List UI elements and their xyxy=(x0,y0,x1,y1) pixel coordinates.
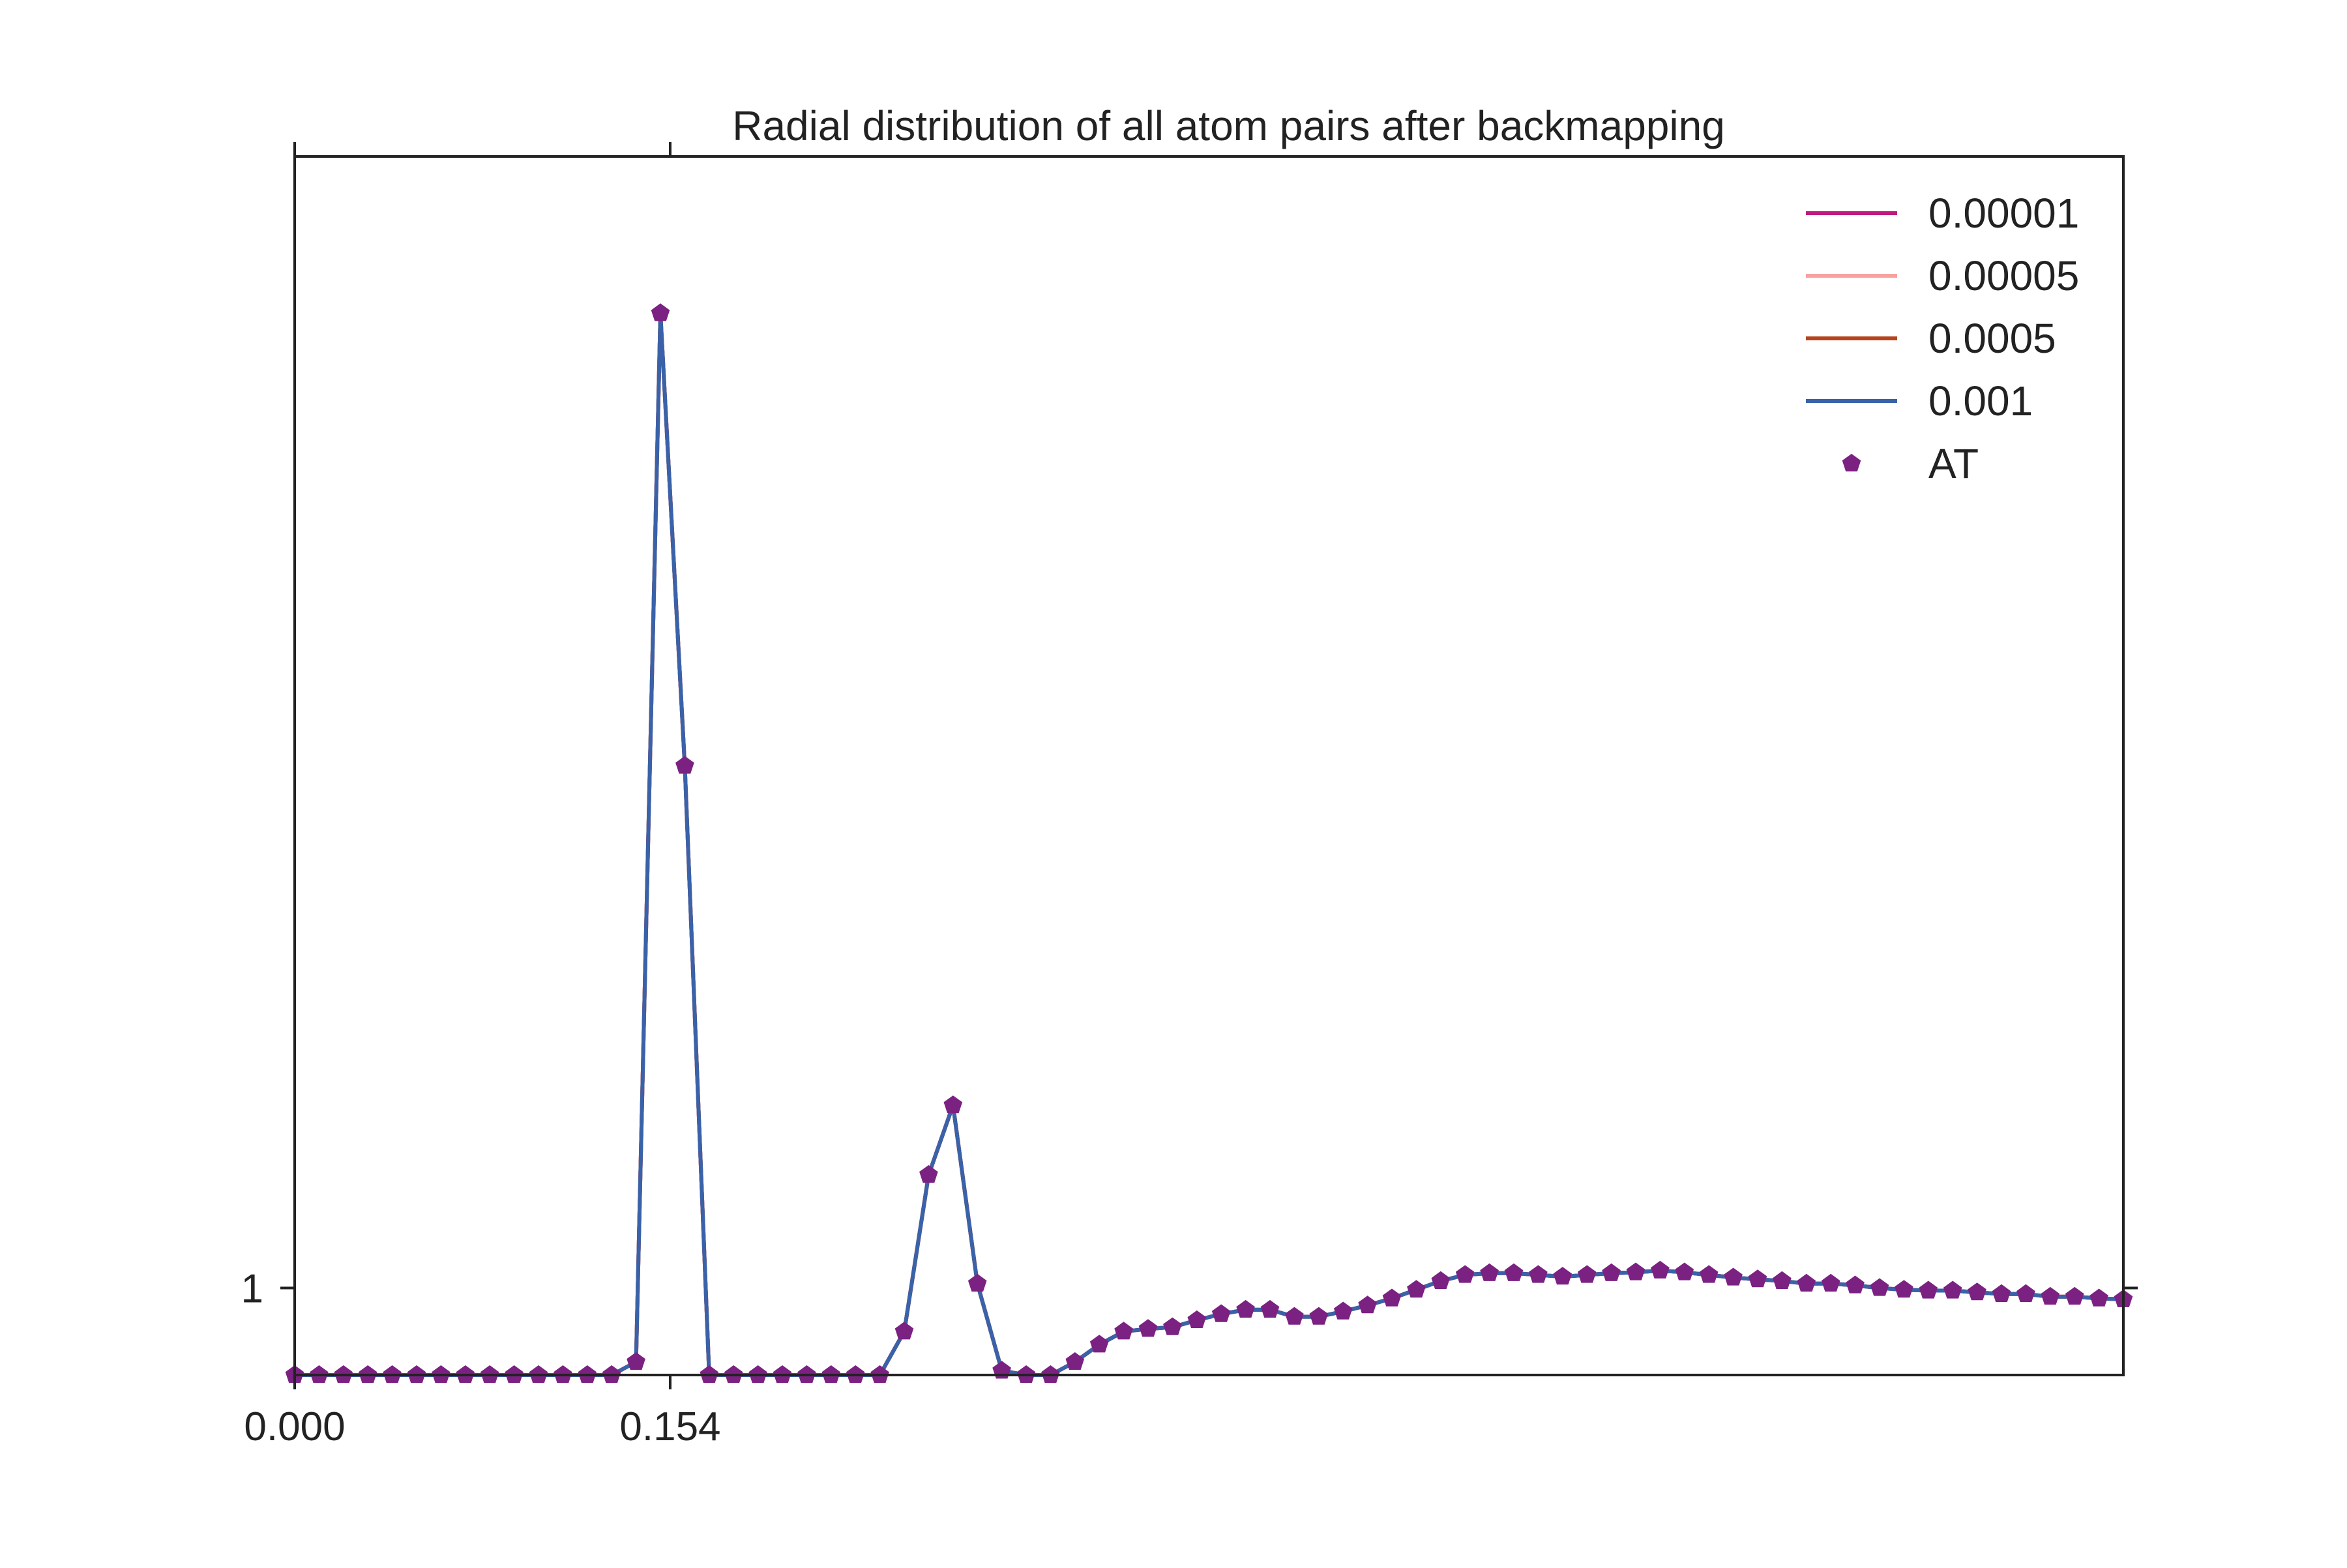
point-AT-15 xyxy=(651,303,670,321)
point-AT-38 xyxy=(1211,1304,1231,1322)
point-AT-36 xyxy=(1163,1317,1182,1335)
point-AT-33 xyxy=(1089,1335,1109,1353)
point-AT-47 xyxy=(1431,1271,1451,1289)
series-line-0.00001 xyxy=(295,311,2124,1377)
y-tick-label-0: 1 xyxy=(241,1267,263,1312)
point-AT-70 xyxy=(1992,1284,2011,1302)
point-AT-44 xyxy=(1358,1295,1377,1314)
point-AT-46 xyxy=(1407,1280,1426,1298)
point-AT-39 xyxy=(1236,1299,1255,1318)
point-AT-73 xyxy=(2065,1286,2084,1305)
point-AT-45 xyxy=(1382,1288,1402,1307)
series-line-0.0005 xyxy=(295,311,2124,1377)
legend-label-0.00001: 0.00001 xyxy=(1928,190,2079,237)
series-line-0.001 xyxy=(295,311,2124,1377)
point-AT-25 xyxy=(894,1322,914,1340)
legend-label-0.00005: 0.00005 xyxy=(1928,252,2079,299)
point-AT-35 xyxy=(1138,1319,1158,1337)
x-tick-label-1: 0.154 xyxy=(619,1404,720,1449)
point-AT-48 xyxy=(1455,1265,1475,1283)
point-AT-37 xyxy=(1187,1310,1207,1328)
point-AT-59 xyxy=(1724,1267,1743,1286)
legend-label-0.001: 0.001 xyxy=(1928,377,2033,424)
point-AT-61 xyxy=(1773,1271,1792,1289)
legend-label-0.0005: 0.0005 xyxy=(1928,315,2056,362)
point-AT-49 xyxy=(1480,1263,1499,1281)
series-line-0.00005 xyxy=(295,311,2124,1377)
point-AT-62 xyxy=(1797,1273,1816,1292)
point-AT-55 xyxy=(1626,1262,1646,1280)
axes-layer: 0.000 0.154 1 xyxy=(241,142,2138,1449)
plot-frame xyxy=(293,155,2125,1376)
legend: 0.00001 0.00005 0.0005 0.001 AT xyxy=(1806,190,2079,487)
point-AT-40 xyxy=(1260,1299,1280,1318)
point-AT-57 xyxy=(1675,1262,1694,1280)
point-AT-16 xyxy=(675,756,694,774)
point-AT-14 xyxy=(627,1352,645,1370)
point-AT-32 xyxy=(1065,1352,1085,1370)
point-AT-54 xyxy=(1602,1263,1621,1281)
point-AT-28 xyxy=(967,1273,987,1292)
point-AT-34 xyxy=(1114,1322,1133,1340)
point-AT-41 xyxy=(1285,1307,1304,1325)
legend-label-AT: AT xyxy=(1928,440,1979,487)
x-tick-label-0: 0.000 xyxy=(244,1404,345,1449)
point-AT-43 xyxy=(1333,1301,1353,1320)
point-AT-50 xyxy=(1504,1263,1524,1281)
point-AT-71 xyxy=(2016,1284,2035,1302)
point-AT-68 xyxy=(1943,1280,1962,1299)
point-AT-65 xyxy=(1870,1278,1889,1296)
point-AT-42 xyxy=(1309,1307,1329,1325)
point-AT-67 xyxy=(1919,1280,1938,1299)
point-AT-51 xyxy=(1529,1265,1548,1283)
point-AT-74 xyxy=(2089,1288,2108,1307)
point-AT-66 xyxy=(1895,1280,1913,1298)
point-AT-26 xyxy=(919,1165,938,1183)
legend-swatch-AT xyxy=(1842,454,1861,472)
point-AT-53 xyxy=(1577,1265,1597,1283)
chart-title: Radial distribution of all atom pairs af… xyxy=(732,102,1725,149)
point-AT-52 xyxy=(1553,1267,1572,1285)
point-AT-27 xyxy=(943,1095,963,1114)
point-AT-60 xyxy=(1748,1269,1767,1288)
point-AT-56 xyxy=(1651,1260,1670,1279)
point-AT-63 xyxy=(1821,1273,1840,1292)
point-AT-58 xyxy=(1699,1265,1719,1283)
point-AT-69 xyxy=(1968,1282,1986,1301)
point-AT-64 xyxy=(1846,1275,1865,1294)
point-AT-72 xyxy=(2041,1286,2060,1305)
